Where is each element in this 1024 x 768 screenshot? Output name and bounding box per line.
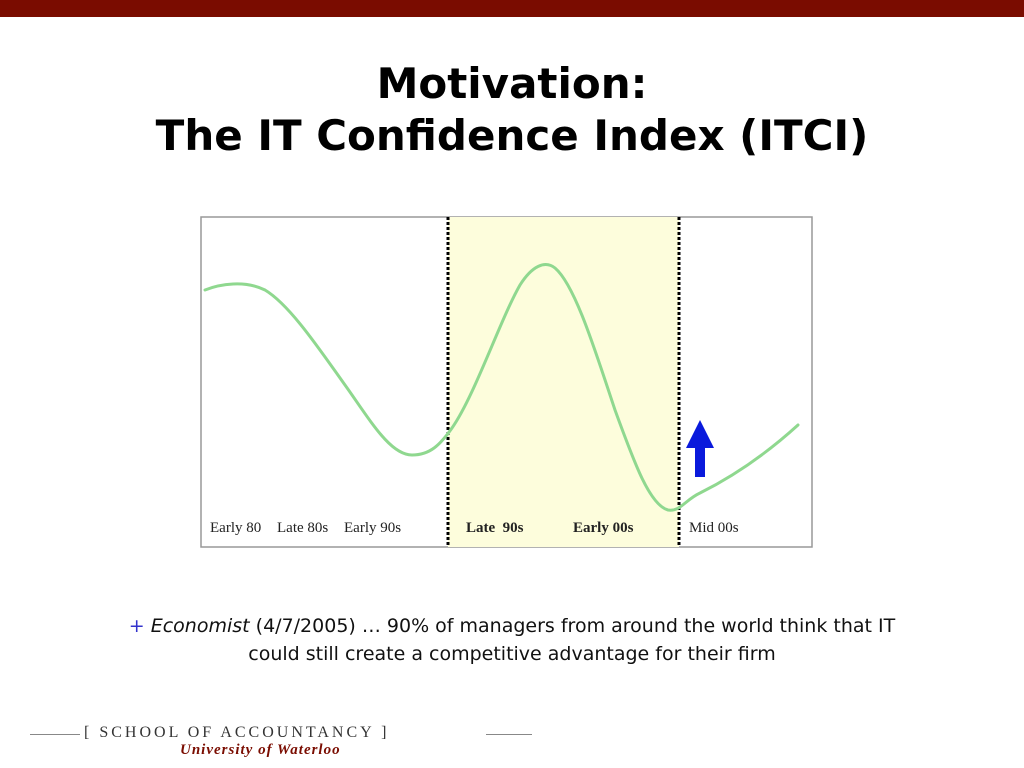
caption: + Economist (4/7/2005) … 90% of managers… [120, 612, 904, 668]
title-line: Motivation: [376, 59, 648, 108]
period-label: Early 90s [344, 520, 401, 536]
caption-text: (4/7/2005) … 90% of managers from around… [248, 615, 896, 665]
period-label: Early 80 [210, 520, 261, 536]
confidence-curve [203, 263, 800, 512]
school-name: [ SCHOOL OF ACCOUNTANCY ] [84, 724, 390, 741]
up-arrow [686, 420, 714, 477]
footer-rule [30, 734, 80, 735]
top-bar [0, 0, 1024, 17]
university-name: University of Waterloo [180, 742, 341, 758]
bullet: + [128, 615, 145, 637]
period-label: Late 90s [466, 520, 524, 536]
period-label: Mid 00s [689, 520, 739, 536]
period-label: Early 00s [573, 520, 634, 536]
highlight-band [448, 217, 679, 547]
source: Economist [150, 615, 250, 637]
title-line: The IT Confidence Index (ITCI) [155, 111, 869, 160]
footer-rule [486, 734, 532, 735]
title: Motivation: The IT Confidence Index (ITC… [0, 58, 1024, 162]
period-label: Late 80s [277, 520, 328, 536]
